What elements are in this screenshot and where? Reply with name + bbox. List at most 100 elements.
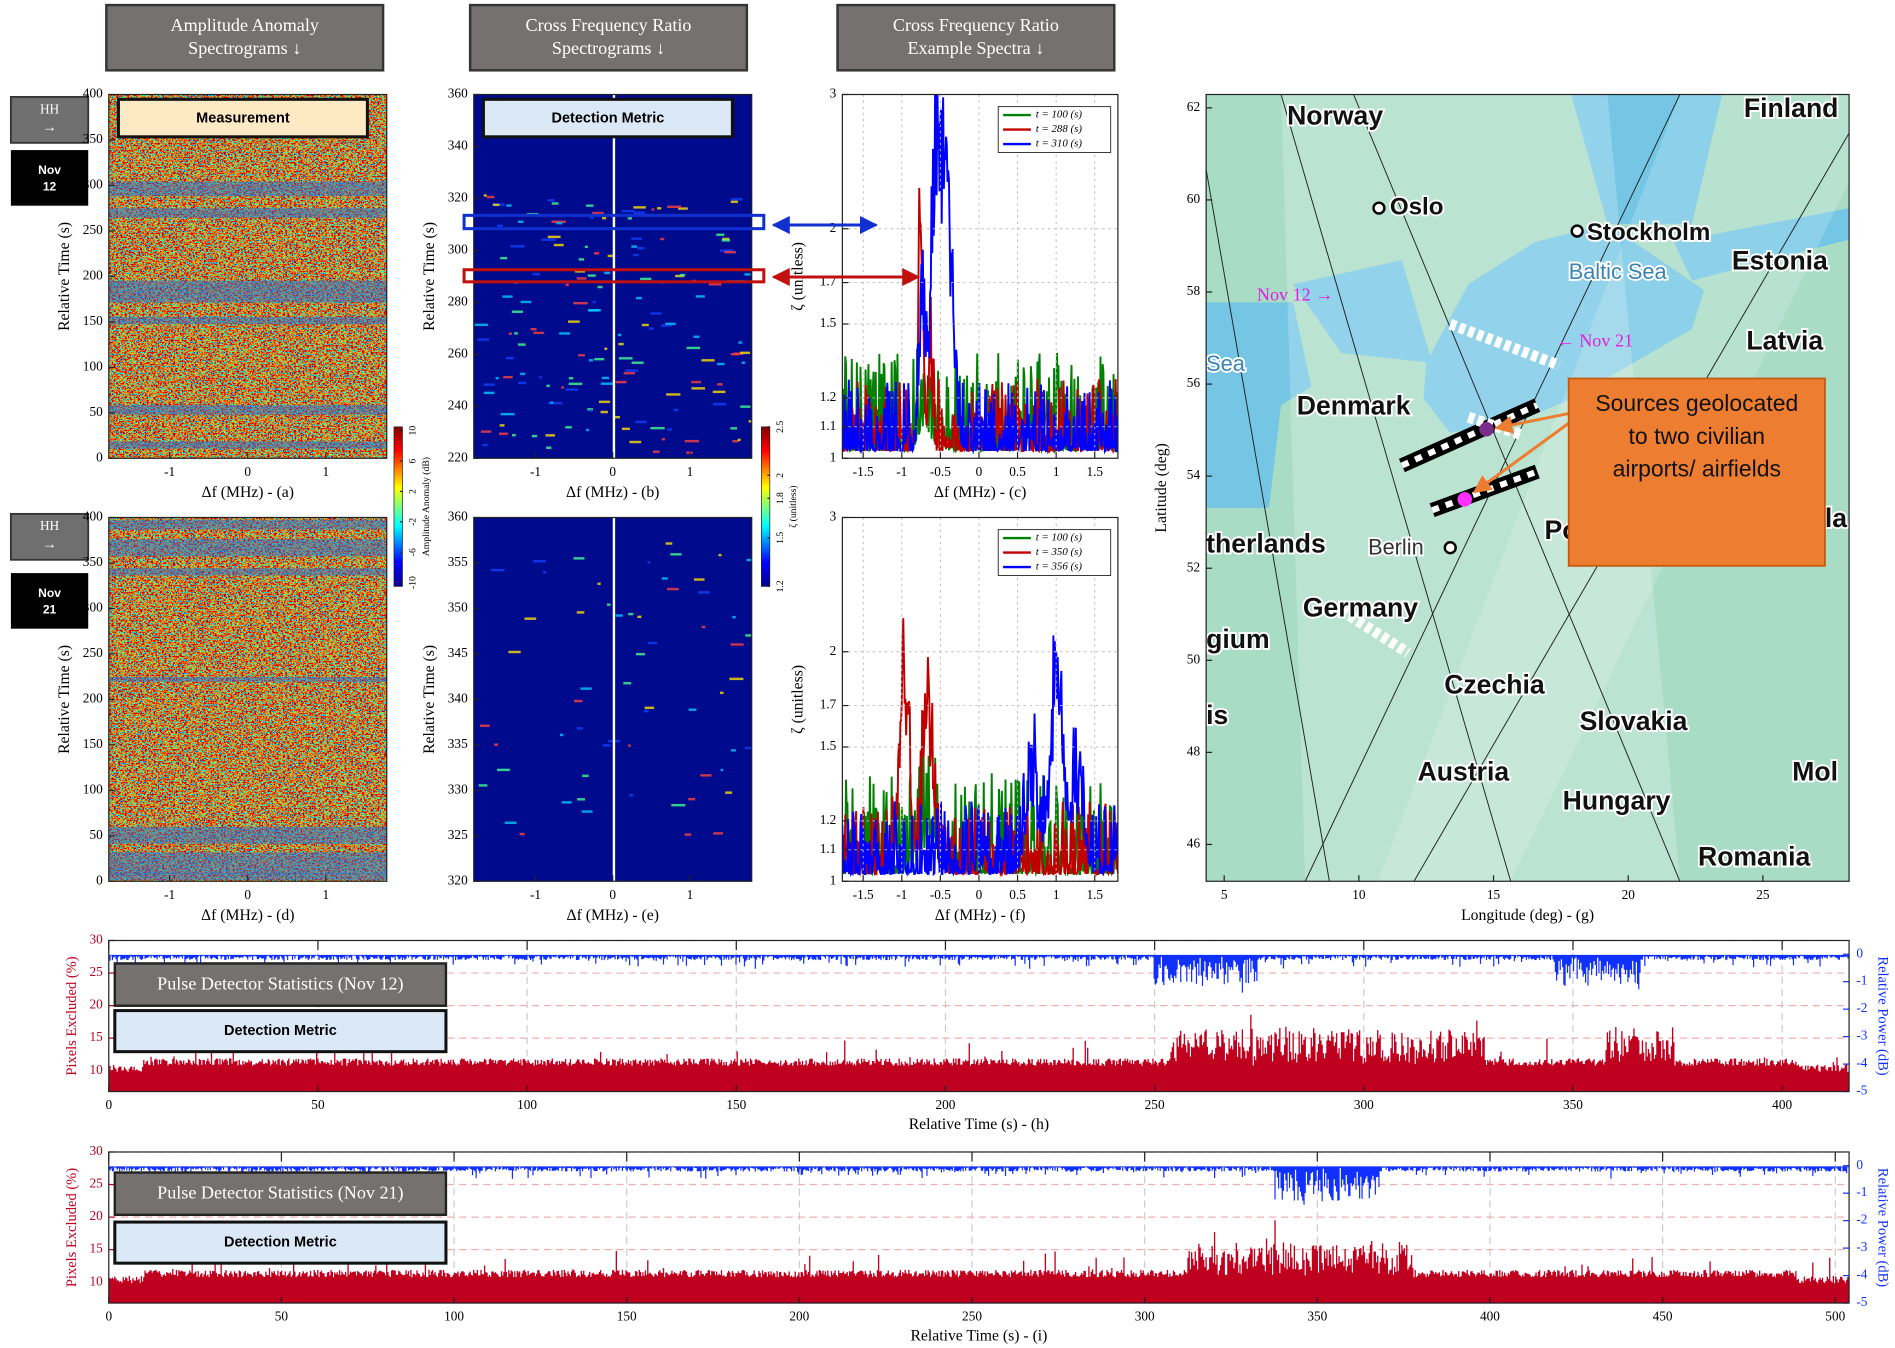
y-tick-label: 50: [1187, 651, 1201, 666]
spectrogram-band: [108, 826, 387, 844]
y-tick-label: 350: [83, 131, 103, 146]
highlight-box: [462, 268, 766, 284]
series-title: Pulse Detector Statistics (Nov 12): [157, 973, 403, 994]
y2-label: Relative Power (dB): [1874, 956, 1890, 1075]
colorbar-label: Amplitude Anomaly (dB): [421, 457, 432, 556]
map-label: Berlin: [1368, 535, 1424, 560]
detection-pixel: [480, 430, 492, 433]
frame: [841, 516, 1119, 882]
header-text: Cross Frequency Ratio: [893, 15, 1059, 35]
detection-pixel: [621, 209, 635, 213]
inset-box: [116, 97, 369, 139]
spectrogram-band: [108, 405, 387, 415]
detection-pixel: [719, 691, 724, 695]
detection-pixel: [700, 774, 712, 777]
x-tick-label: 200: [935, 1097, 955, 1112]
detection-pixel: [494, 743, 499, 746]
y-label: Pixels Excluded (%): [64, 956, 80, 1075]
y-tick-label: 3: [830, 509, 837, 524]
detection-pixel: [729, 677, 744, 681]
y-label: Relative Time (s): [421, 645, 438, 754]
header-box: [105, 3, 385, 72]
detection-pixel: [627, 217, 632, 220]
spectrogram-band: [108, 316, 387, 325]
y-tick-label: 320: [448, 872, 468, 887]
detection-pixel: [597, 285, 603, 289]
colorbar-tick-label: 2: [775, 473, 786, 478]
x-tick-label: 10: [1352, 887, 1366, 902]
detection-pixel: [713, 832, 723, 835]
pol-text: HH: [40, 518, 60, 533]
detection-pixel: [670, 553, 682, 556]
detection-pixel: [565, 283, 569, 287]
detection-pixel: [520, 300, 532, 304]
map-label: Mol: [1792, 757, 1838, 787]
y-tick-label: 56: [1187, 375, 1201, 390]
detection-pixel: [730, 352, 740, 356]
detection-pixel: [559, 332, 571, 335]
y2-label: Relative Power (dB): [1874, 1168, 1890, 1287]
detection-pixel: [701, 359, 715, 362]
detection-pixel: [479, 724, 490, 728]
detection-pixel: [546, 384, 550, 388]
x-tick-label: 0: [609, 464, 616, 479]
swath-edge: [1280, 94, 1512, 882]
detection-pixel: [651, 208, 655, 211]
x-label: Δf (MHz) - (a): [202, 484, 295, 501]
legend-label: t = 100 (s): [1036, 532, 1083, 544]
y-tick-label: 150: [83, 736, 103, 751]
x-label: Δf (MHz) - (d): [201, 907, 294, 924]
detection-pixel: [532, 272, 540, 276]
detection-pixel: [730, 643, 744, 646]
detection-pixel: [697, 591, 711, 594]
city-marker: [1372, 201, 1386, 215]
y-tick-label: 58: [1187, 283, 1201, 298]
y-tick-label: 400: [83, 509, 103, 524]
map-label: Austria: [1418, 757, 1510, 787]
detection-pixel: [657, 207, 662, 210]
detection-pixel: [712, 402, 727, 406]
swath-edge: [1353, 94, 1681, 882]
x-label: Δf (MHz) - (b): [566, 484, 659, 501]
x-tick-label: -1: [164, 464, 175, 479]
y-tick-label: 150: [83, 313, 103, 328]
y2-tick-label: -3: [1856, 1028, 1867, 1043]
detection-pixel: [661, 577, 668, 580]
legend-label: t = 288 (s): [1036, 123, 1083, 135]
detection-pixel: [633, 253, 639, 257]
detection-pixel: [675, 274, 684, 278]
y-tick-label: 300: [83, 599, 103, 614]
map-label: Estonia: [1732, 246, 1828, 276]
x-tick-label: 1: [687, 464, 694, 479]
detection-pixel: [587, 274, 596, 277]
y-tick-label: 1.2: [820, 389, 837, 404]
y-tick-label: 46: [1187, 835, 1201, 850]
y-tick-label: 1.1: [820, 841, 837, 856]
detection-pixel: [637, 615, 642, 619]
detection-pixel: [625, 369, 639, 372]
detection-pixel: [482, 443, 488, 447]
x-tick-label: 0: [976, 464, 983, 479]
date-month: Nov: [38, 586, 61, 600]
spectrogram-band: [108, 280, 387, 303]
x-tick-label: 15: [1487, 887, 1501, 902]
map-label: Czechia: [1444, 670, 1545, 700]
y-tick-label: 100: [83, 781, 103, 796]
detection-pixel: [745, 634, 752, 637]
x-tick-label: 350: [1307, 1309, 1327, 1324]
detection-pixel: [667, 205, 682, 208]
colorbar-tick-label: -6: [408, 548, 419, 556]
detection-pixel: [623, 371, 635, 375]
detection-pixel: [607, 254, 615, 258]
x-tick-label: 250: [1145, 1097, 1165, 1112]
x-tick-label: -1.5: [853, 464, 874, 479]
detection-pixel: [508, 332, 512, 335]
map-label: la: [1825, 503, 1847, 533]
detection-pixel: [545, 434, 556, 437]
detection-pixel: [652, 450, 660, 453]
colorbar-tick-label: 1.2: [775, 580, 786, 592]
y-tick-label: 240: [448, 397, 468, 412]
detection-pixel: [732, 615, 736, 619]
detection-pixel: [498, 432, 508, 435]
y-tick-label: 1.5: [820, 738, 837, 753]
